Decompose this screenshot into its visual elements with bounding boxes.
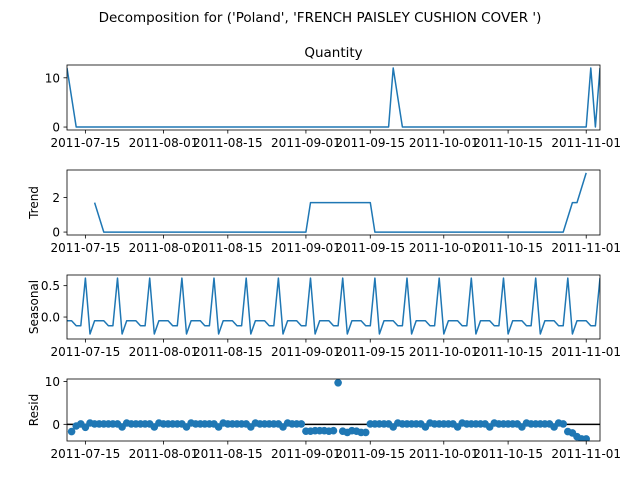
seasonal-xtick-label-0: 2011-07-15	[51, 345, 121, 359]
resid-ytick-label-0: 0	[52, 418, 60, 432]
seasonal-xtick-label-2: 2011-08-15	[193, 345, 263, 359]
quantity-xtick-label-4: 2011-09-15	[335, 136, 405, 150]
resid-xtick-label-3: 2011-09-01	[271, 447, 341, 461]
trend-xtick-label-2: 2011-08-15	[193, 241, 263, 255]
resid-xtick-label-6: 2011-10-15	[473, 447, 543, 461]
resid-point-64	[361, 428, 370, 437]
resid-ytick-label-1: 10	[45, 375, 60, 389]
trend-ylabel: Trend	[27, 186, 41, 220]
trend-xtick-label-6: 2011-10-15	[473, 241, 543, 255]
quantity-xtick-label-0: 2011-07-15	[51, 136, 121, 150]
quantity-data	[67, 67, 600, 128]
quantity-xtick-label-7: 2011-11-01	[551, 136, 621, 150]
resid-point-50	[297, 420, 306, 428]
resid-xtick-label-4: 2011-09-15	[335, 447, 405, 461]
resid-axes-frame	[66, 378, 601, 442]
trend-series-line	[93, 172, 587, 233]
quantity-xtick-label-6: 2011-10-15	[473, 136, 543, 150]
quantity-xtick-label-5: 2011-10-01	[409, 136, 479, 150]
seasonal-xtick-label-5: 2011-10-01	[409, 345, 479, 359]
resid-point-107	[559, 420, 567, 428]
resid-xtick-label-2: 2011-08-15	[193, 447, 263, 461]
resid-xtick-label-5: 2011-10-01	[409, 447, 479, 461]
seasonal-xtick-label-6: 2011-10-15	[473, 345, 543, 359]
resid-point-0	[67, 427, 76, 436]
seasonal-series-line	[67, 277, 600, 335]
resid-xtick-label-7: 2011-11-01	[551, 447, 621, 461]
seasonal-xtick-label-1: 2011-08-01	[129, 345, 199, 359]
seasonal-ylabel: Seasonal	[27, 280, 41, 334]
seasonal-xtick-label-3: 2011-09-01	[271, 345, 341, 359]
seasonal-xtick-label-4: 2011-09-15	[335, 345, 405, 359]
resid-data	[67, 379, 600, 441]
seasonal-axes-frame	[66, 274, 601, 340]
trend-data	[93, 172, 587, 233]
trend-xtick-label-5: 2011-10-01	[409, 241, 479, 255]
trend-ytick-label-1: 2	[52, 191, 60, 205]
figure-suptitle: Decomposition for ('Poland', 'FRENCH PAI…	[99, 10, 542, 26]
seasonal-ytick-label-0: 0.0	[41, 311, 60, 325]
trend-ytick-label-0: 0	[52, 226, 60, 240]
trend-xtick-label-0: 2011-07-15	[51, 241, 121, 255]
resid-ylabel: Resid	[27, 394, 41, 426]
quantity-title: Quantity	[304, 45, 362, 61]
quantity-xtick-label-3: 2011-09-01	[271, 136, 341, 150]
quantity-ytick-label-0: 0	[52, 121, 60, 135]
seasonal-data	[67, 277, 600, 335]
quantity-axes-frame	[66, 64, 601, 131]
trend-axes-frame	[66, 169, 601, 236]
quantity-xtick-label-2: 2011-08-15	[193, 136, 263, 150]
quantity-ytick-label-1: 10	[45, 71, 60, 85]
trend-xtick-label-1: 2011-08-01	[129, 241, 199, 255]
trend-xtick-label-7: 2011-11-01	[551, 241, 621, 255]
quantity-series-line	[67, 67, 600, 128]
resid-xtick-label-1: 2011-08-01	[129, 447, 199, 461]
resid-point-58	[334, 379, 342, 387]
seasonal-xtick-label-7: 2011-11-01	[551, 345, 621, 359]
resid-point-57	[329, 426, 338, 435]
resid-xtick-label-0: 2011-07-15	[51, 447, 121, 461]
quantity-xtick-label-1: 2011-08-01	[129, 136, 199, 150]
trend-xtick-label-4: 2011-09-15	[335, 241, 405, 255]
seasonal-ytick-label-1: 0.5	[41, 279, 60, 293]
resid-point-112	[582, 435, 590, 441]
trend-xtick-label-3: 2011-09-01	[271, 241, 341, 255]
